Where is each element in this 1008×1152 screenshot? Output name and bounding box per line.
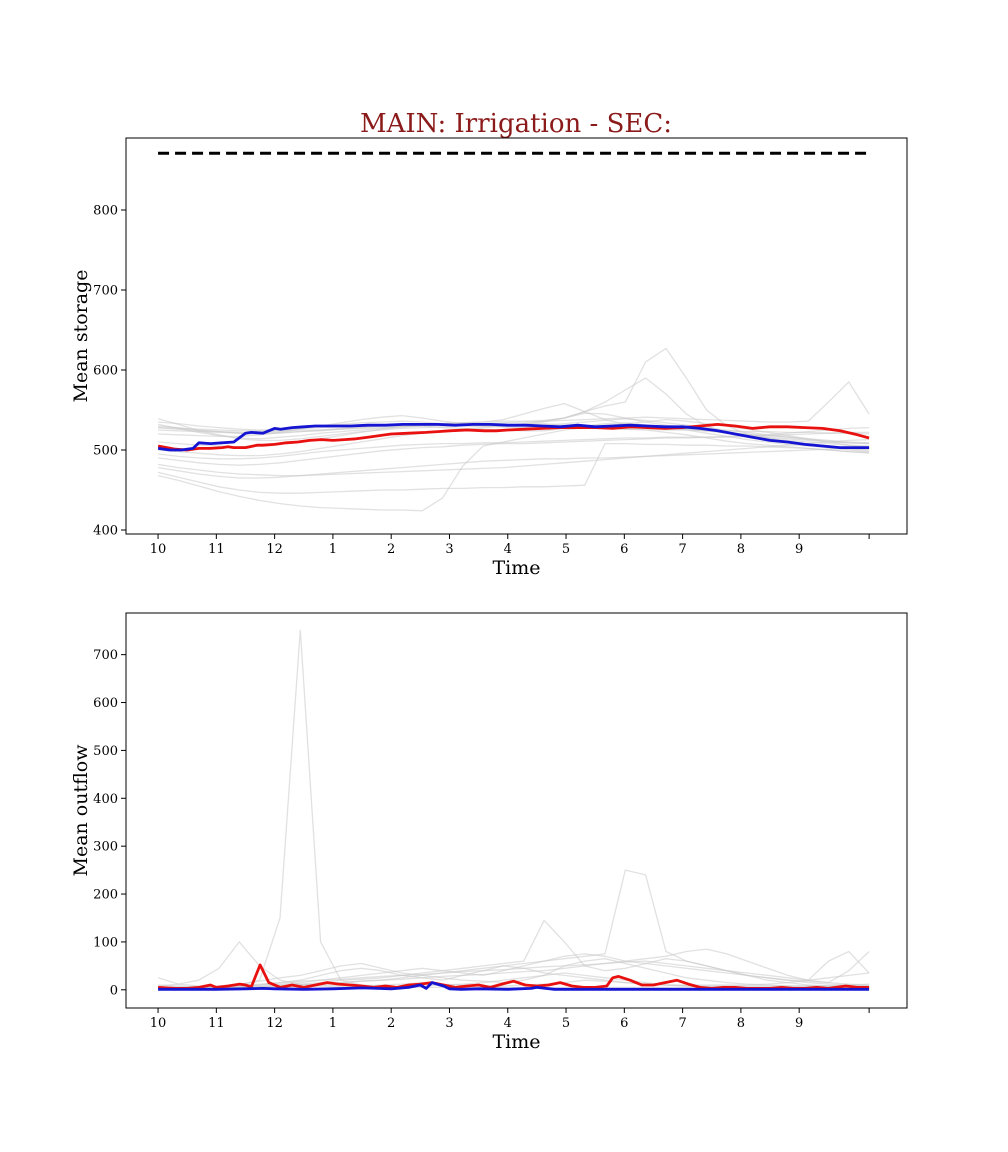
storage-x-tick-label: 5 [562, 542, 570, 557]
outflow-background-trace-3 [158, 629, 870, 989]
outflow-y-tick-label: 300 [93, 840, 118, 855]
storage-y-tick-label: 700 [93, 284, 118, 299]
storage-x-tick-label: 6 [620, 542, 628, 557]
storage-x-axis-label: Time [492, 557, 540, 579]
storage-x-tick-label: 4 [504, 542, 512, 557]
storage-x-tick-label: 2 [387, 542, 395, 557]
outflow-x-tick-label: 4 [504, 1016, 512, 1031]
storage-series-red [157, 422, 870, 452]
storage-series-blue [157, 422, 870, 452]
outflow-x-axis-label: Time [492, 1031, 540, 1053]
outflow-y-tick-label: 200 [93, 888, 118, 903]
outflow-background-trace-8 [158, 869, 870, 990]
storage-plot-area [157, 151, 870, 512]
storage-x-tick-label: 9 [795, 542, 803, 557]
outflow-plot-area [157, 629, 870, 991]
outflow-x-tick-label: 3 [445, 1016, 453, 1031]
storage-y-axis-label: Mean storage [70, 270, 92, 403]
storage-y-tick-label: 600 [93, 364, 118, 379]
outflow-y-tick-label: 700 [93, 648, 118, 663]
outflow-x-tick-label: 7 [678, 1016, 686, 1031]
storage-background-trace-13 [157, 442, 870, 494]
storage-x-tick-label: 12 [266, 542, 283, 557]
storage-background-trace-15 [157, 438, 870, 477]
storage-background-trace-16 [158, 380, 870, 432]
outflow-x-tick-label: 6 [620, 1016, 628, 1031]
chart-title: MAIN: Irrigation - SEC: [360, 109, 672, 139]
outflow-x-tick-label: 2 [387, 1016, 395, 1031]
outflow-y-tick-label: 400 [93, 792, 118, 807]
outflow-x-tick-label: 9 [795, 1016, 803, 1031]
storage-x-tick-label: 8 [737, 542, 745, 557]
storage-background-trace-14 [157, 418, 870, 512]
storage-x-tick-label: 3 [445, 542, 453, 557]
outflow-background-trace-7 [158, 919, 870, 989]
outflow-series-blue [158, 981, 870, 991]
outflow-x-tick-label: 11 [208, 1016, 225, 1031]
outflow-y-tick-label: 100 [93, 935, 118, 950]
storage-background-trace-12 [157, 447, 870, 479]
outflow-y-tick-label: 600 [93, 696, 118, 711]
outflow-x-tick-label: 8 [737, 1016, 745, 1031]
outflow-x-tick-label: 5 [562, 1016, 570, 1031]
storage-y-tick-label: 400 [93, 524, 118, 539]
storage-x-tick-label: 7 [678, 542, 686, 557]
storage-x-tick-label: 10 [150, 542, 167, 557]
outflow-axes-frame [125, 612, 908, 1009]
outflow-x-tick-label: 1 [329, 1016, 337, 1031]
outflow-y-tick-label: 500 [93, 744, 118, 759]
outflow-x-tick-label: 10 [150, 1016, 167, 1031]
outflow-x-tick-label: 12 [266, 1016, 283, 1031]
storage-x-tick-label: 11 [208, 542, 225, 557]
storage-y-tick-label: 500 [93, 444, 118, 459]
storage-y-tick-label: 800 [93, 204, 118, 219]
outflow-y-tick-label: 0 [110, 983, 118, 998]
outflow-background-trace-10 [158, 950, 870, 989]
storage-axes-frame [125, 137, 908, 535]
outflow-y-axis-label: Mean outflow [70, 744, 92, 877]
storage-x-tick-label: 1 [329, 542, 337, 557]
